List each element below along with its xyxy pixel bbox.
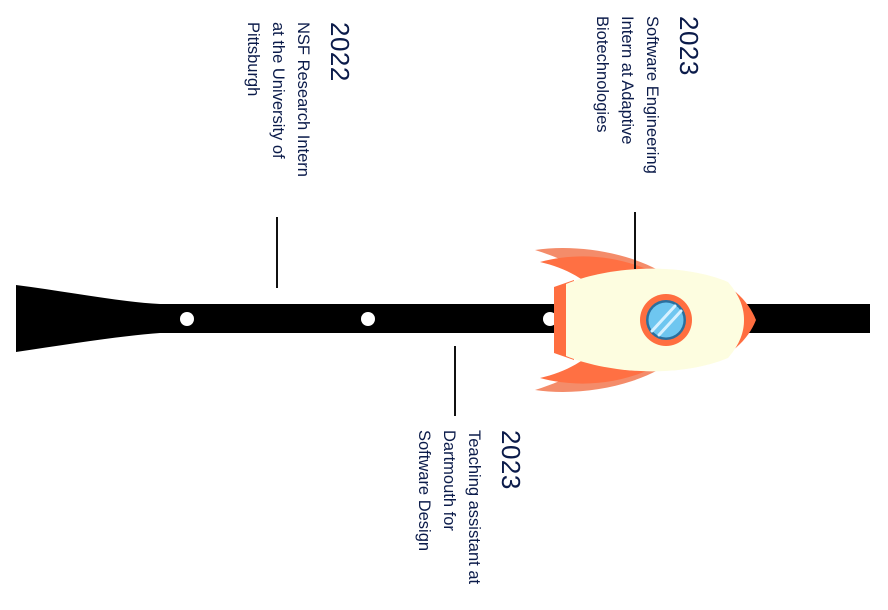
timeline-dot: [361, 312, 375, 326]
rocket-icon: [535, 248, 756, 392]
milestone-2023-software-engineering: 2023 Software Engineering Intern at Adap…: [589, 16, 704, 174]
timeline-dot: [543, 312, 557, 326]
milestone-year: 2022: [325, 22, 355, 82]
milestone-year: 2023: [674, 16, 704, 76]
milestone-description: Software Engineering Intern at Adaptive …: [593, 16, 661, 174]
timeline-dot: [180, 312, 194, 326]
milestone-description: NSF Research Intern at the University of…: [244, 22, 312, 177]
milestone-connector: [634, 212, 636, 269]
milestone-year: 2023: [496, 430, 526, 490]
milestone-2022: 2022 NSF Research Intern at the Universi…: [240, 22, 355, 177]
milestone-connector: [276, 217, 278, 288]
timeline-track-bar: [16, 285, 870, 352]
milestone-connector: [454, 346, 456, 416]
milestone-2023-teaching-assistant: 2023 Teaching assistant at Dartmouth for…: [411, 430, 526, 584]
milestone-description: Teaching assistant at Dartmouth for Soft…: [415, 430, 483, 585]
